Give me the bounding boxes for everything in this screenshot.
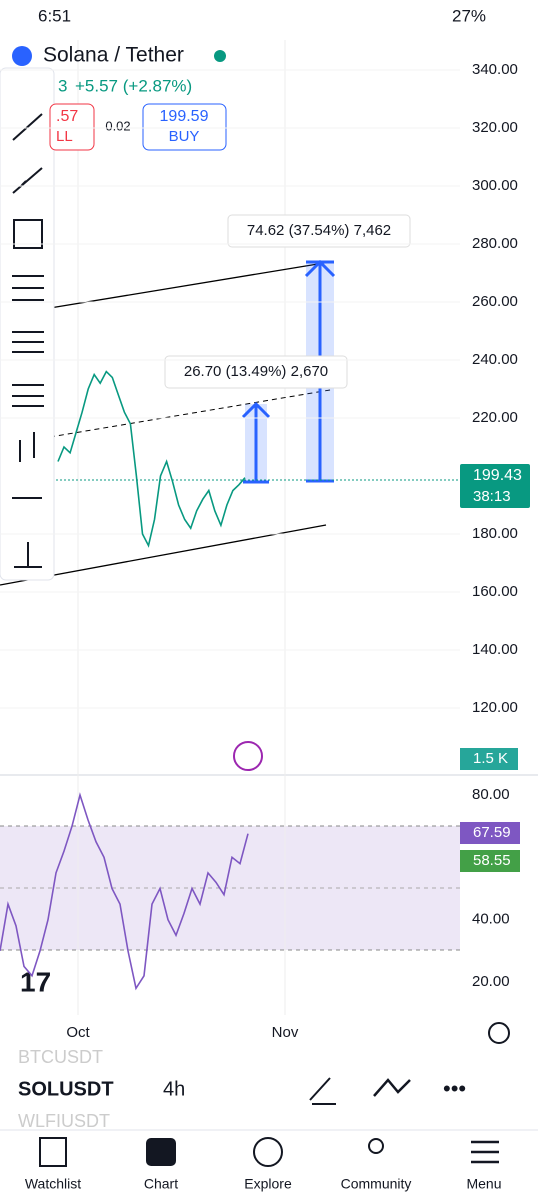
drawing-toolbar bbox=[0, 67, 55, 581]
volume-label: 1.5 K bbox=[473, 750, 508, 767]
price-tick-label: 340.00 bbox=[472, 61, 518, 78]
channel-mid bbox=[49, 389, 331, 438]
rsi-line bbox=[0, 792, 249, 991]
price-tick-label: 280.00 bbox=[472, 235, 518, 252]
symbol-current[interactable]: SOLUSDT bbox=[18, 1078, 114, 1100]
battery: 27% bbox=[452, 6, 486, 25]
measure-label-box bbox=[227, 214, 411, 248]
rsi-band bbox=[0, 826, 460, 950]
symbol-prev[interactable]: BTCUSDT bbox=[18, 1047, 103, 1067]
volume-tag bbox=[460, 748, 518, 770]
buy-label: BUY bbox=[169, 128, 200, 145]
symbol-title: Solana / Tether bbox=[43, 44, 184, 67]
time-label: Oct bbox=[66, 1024, 90, 1041]
alert-icon[interactable] bbox=[233, 741, 263, 771]
measure-label: 74.62 (37.54%) 7,462 bbox=[247, 222, 391, 239]
channel-top bbox=[49, 261, 331, 309]
measure-label: 26.70 (13.49%) 2,670 bbox=[184, 363, 328, 380]
explore-icon[interactable] bbox=[253, 1137, 283, 1167]
status-time: 6:51 bbox=[38, 6, 71, 25]
price-tick-label: 320.00 bbox=[472, 119, 518, 136]
nav-label[interactable]: Explore bbox=[244, 1176, 292, 1192]
nav-label[interactable]: Chart bbox=[144, 1176, 178, 1192]
buy-price: 199.59 bbox=[160, 108, 209, 125]
chart-icon[interactable] bbox=[146, 1138, 176, 1166]
sell-price: .57 bbox=[56, 108, 78, 125]
price-change: +5.57 (+2.87%) bbox=[75, 76, 192, 95]
tv-logo: 17 bbox=[20, 966, 51, 997]
rsi-tick-label: 40.00 bbox=[472, 911, 510, 928]
price-tick-label: 120.00 bbox=[472, 699, 518, 716]
menu-icon[interactable] bbox=[471, 1140, 499, 1164]
community-icon[interactable] bbox=[368, 1138, 384, 1154]
price-tick-label: 180.00 bbox=[472, 525, 518, 542]
nav-label[interactable]: Watchlist bbox=[25, 1176, 81, 1192]
price-line bbox=[57, 370, 246, 548]
logo bbox=[12, 46, 32, 66]
countdown: 38:13 bbox=[473, 488, 511, 505]
measure-arrowhead bbox=[304, 259, 336, 483]
watchlist-icon[interactable] bbox=[39, 1137, 67, 1167]
rsi-tag bbox=[460, 822, 520, 844]
market-open-dot bbox=[214, 50, 226, 62]
spread: 0.02 bbox=[105, 118, 130, 133]
symbol-next[interactable]: WLFIUSDT bbox=[18, 1111, 110, 1131]
settings-icon[interactable] bbox=[488, 1022, 510, 1044]
last-price: 199.43 bbox=[473, 467, 522, 484]
more-icon[interactable]: ••• bbox=[443, 1076, 466, 1101]
rsi-tick-label: 20.00 bbox=[472, 973, 510, 990]
rsi-ma-label: 58.55 bbox=[473, 852, 511, 869]
toolbar-icons bbox=[12, 113, 44, 568]
interval[interactable]: 4h bbox=[163, 1078, 185, 1100]
time-label: Nov bbox=[272, 1024, 299, 1041]
rsi-tick-label: 80.00 bbox=[472, 786, 510, 803]
last-price-tag bbox=[460, 464, 530, 508]
sell-label: LL bbox=[56, 128, 73, 145]
price-tick-label: 300.00 bbox=[472, 177, 518, 194]
measure-label-box bbox=[164, 355, 348, 389]
nav-label[interactable]: Menu bbox=[466, 1176, 501, 1192]
draw-icon[interactable] bbox=[309, 1077, 336, 1105]
indicator-icon[interactable] bbox=[373, 1078, 411, 1097]
buy-button[interactable] bbox=[142, 103, 227, 151]
rsi-label: 67.59 bbox=[473, 824, 511, 841]
nav-label[interactable]: Community bbox=[341, 1176, 412, 1192]
sell-button[interactable] bbox=[49, 103, 95, 151]
price-tick-label: 220.00 bbox=[472, 409, 518, 426]
measure-arrowhead bbox=[241, 401, 271, 484]
price-tick-label: 160.00 bbox=[472, 583, 518, 600]
price-tick-label: 260.00 bbox=[472, 293, 518, 310]
price-tick-label: 240.00 bbox=[472, 351, 518, 368]
last-fragment: 3 bbox=[58, 76, 67, 95]
price-tick-label: 140.00 bbox=[472, 641, 518, 658]
rsi-ma-tag bbox=[460, 850, 520, 872]
